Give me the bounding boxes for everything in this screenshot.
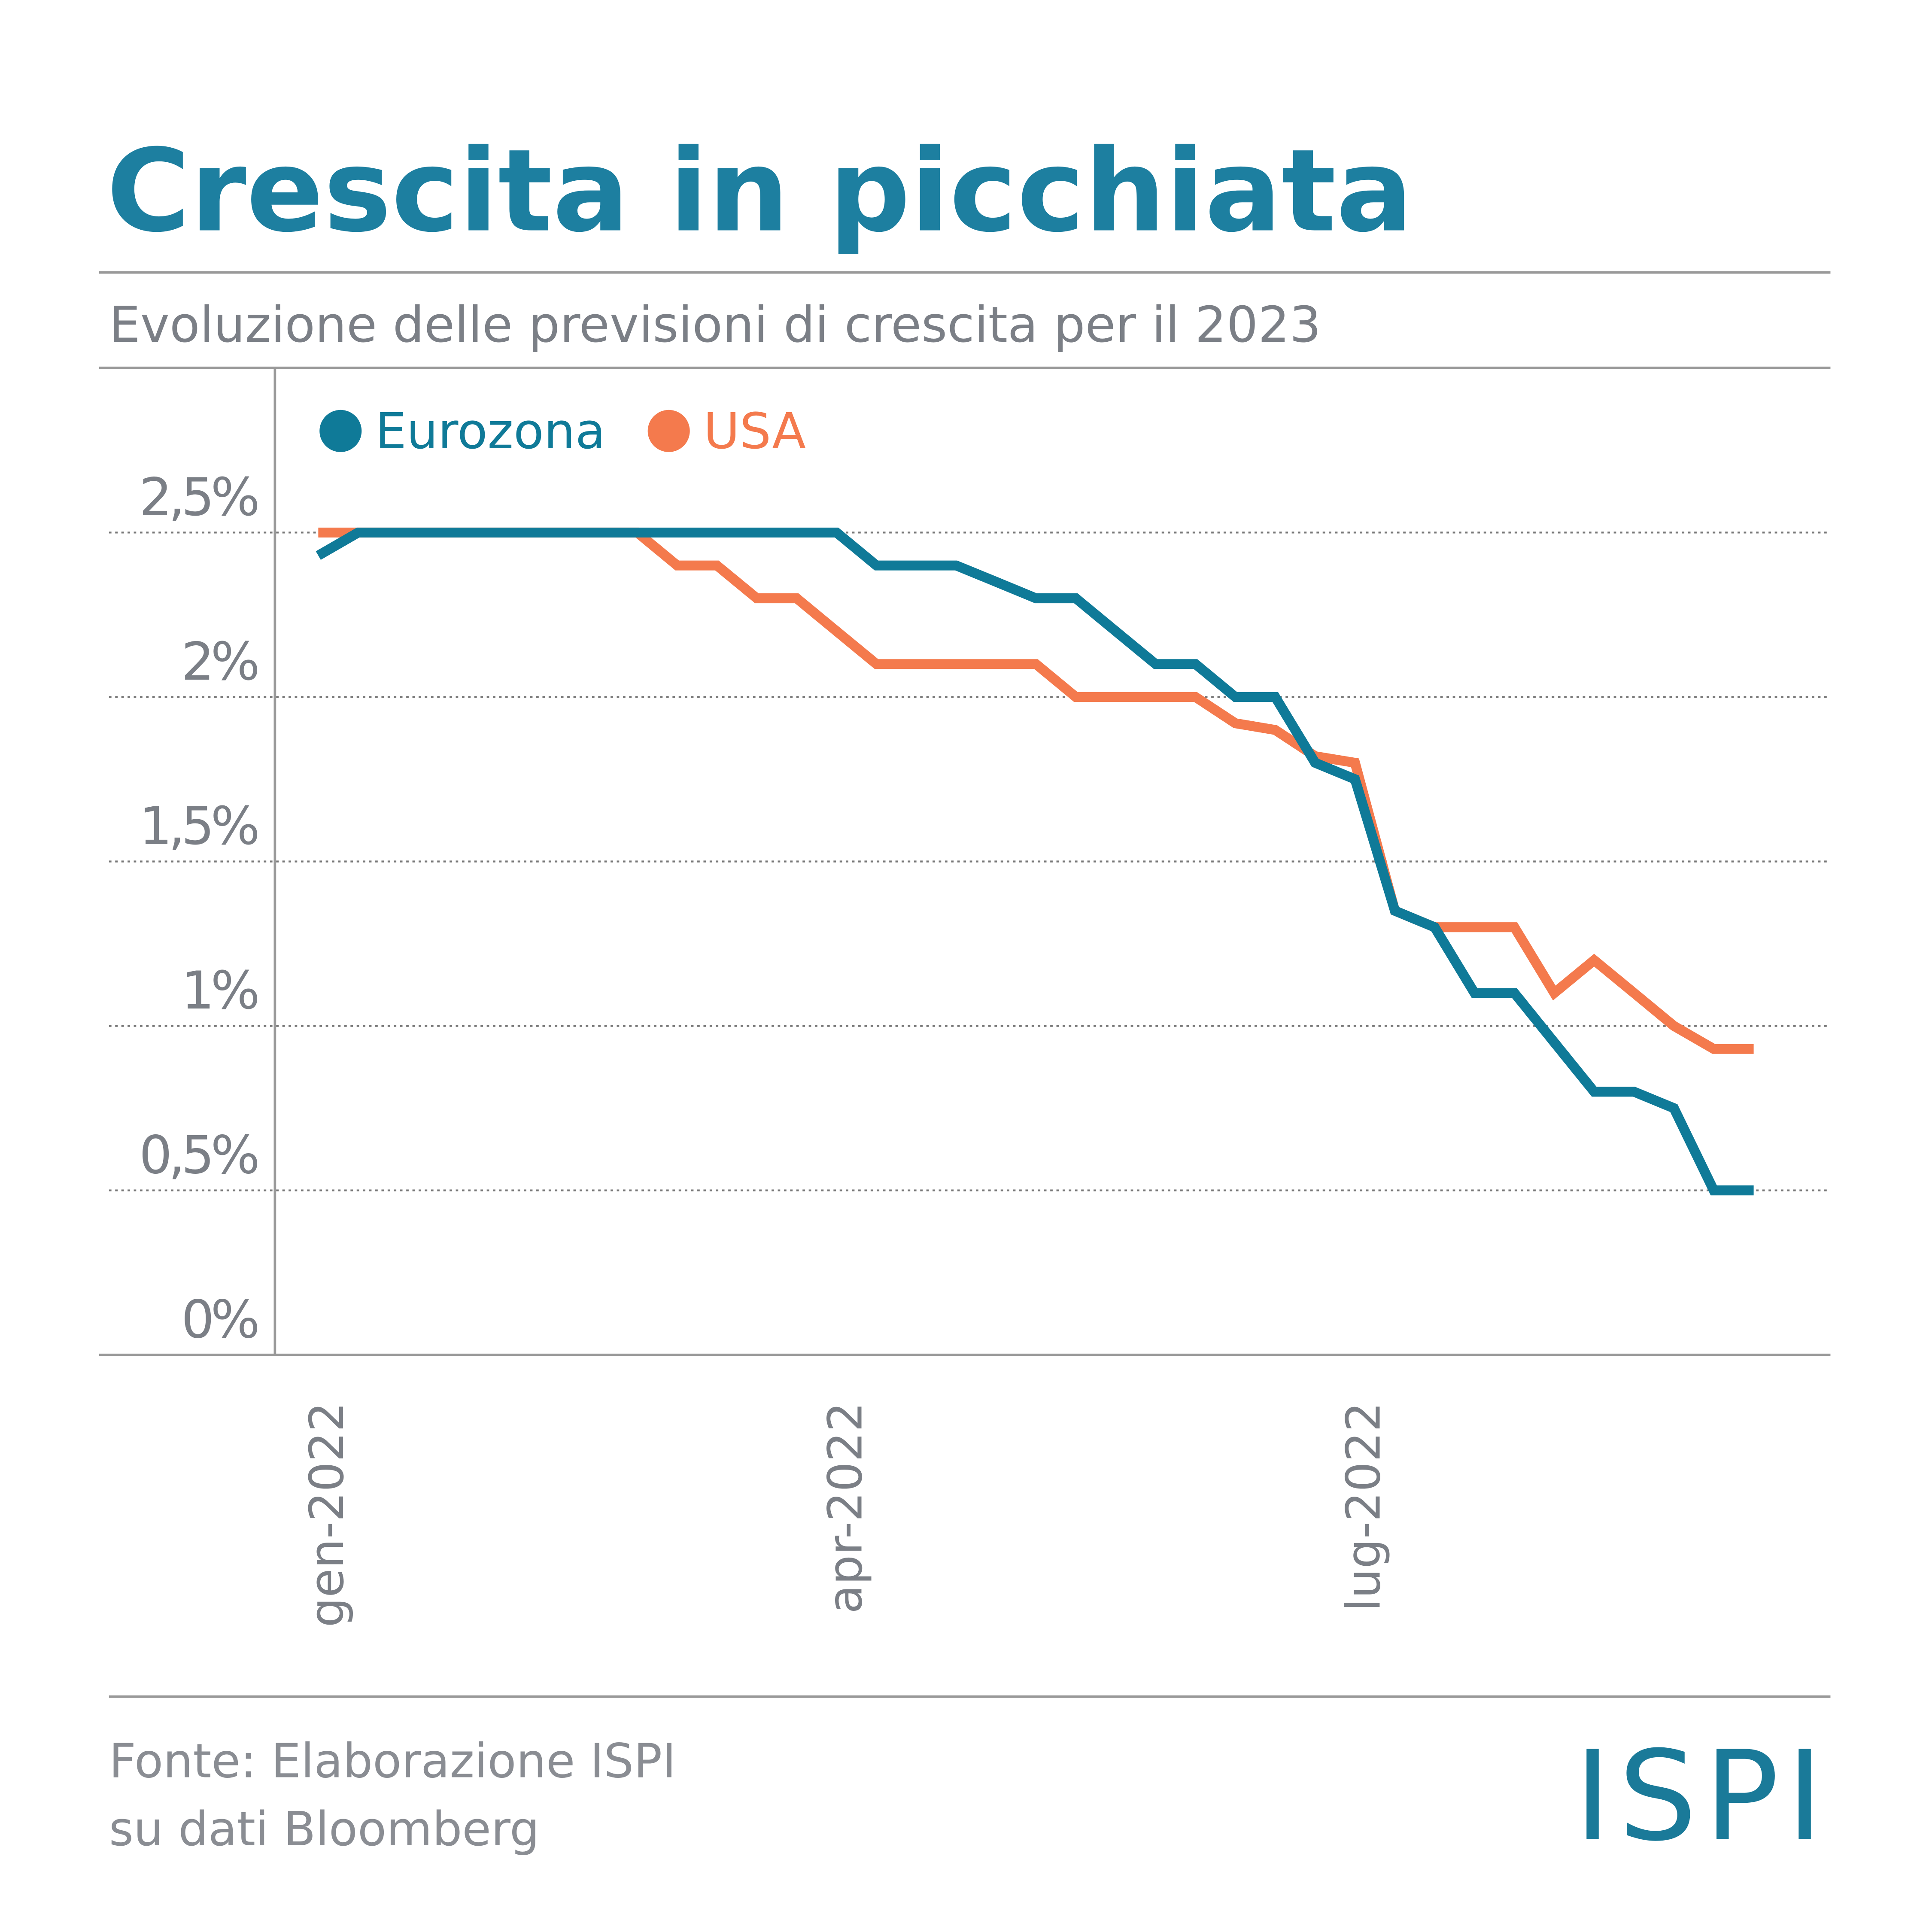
- chart-subtitle: Evoluzione delle previsioni di crescita …: [109, 296, 1321, 354]
- legend-label: Eurozona: [375, 403, 605, 460]
- legend-label: USA: [703, 403, 806, 460]
- source: su dati Bloomberg: [109, 1801, 540, 1856]
- chart-title: Crescita in picchiata: [106, 125, 1413, 258]
- x-tick-label: apr-2022: [817, 1402, 872, 1613]
- y-tick-label: 2,5%: [139, 467, 258, 528]
- legend-marker: [647, 410, 690, 452]
- x-tick-label: gen-2022: [299, 1402, 354, 1627]
- y-tick-label: 1%: [181, 960, 257, 1021]
- series-line: [316, 527, 1754, 1196]
- y-tick-label: 0,5%: [139, 1125, 258, 1185]
- y-tick-label: 0%: [181, 1289, 257, 1350]
- y-tick-label: 2%: [181, 632, 257, 692]
- source: Fonte: Elaborazione ISPI: [109, 1733, 676, 1788]
- x-tick-label: lug-2022: [1336, 1402, 1391, 1611]
- logo: ISPI: [1574, 1725, 1830, 1869]
- legend-marker: [319, 410, 362, 452]
- y-tick-label: 1,5%: [139, 796, 258, 857]
